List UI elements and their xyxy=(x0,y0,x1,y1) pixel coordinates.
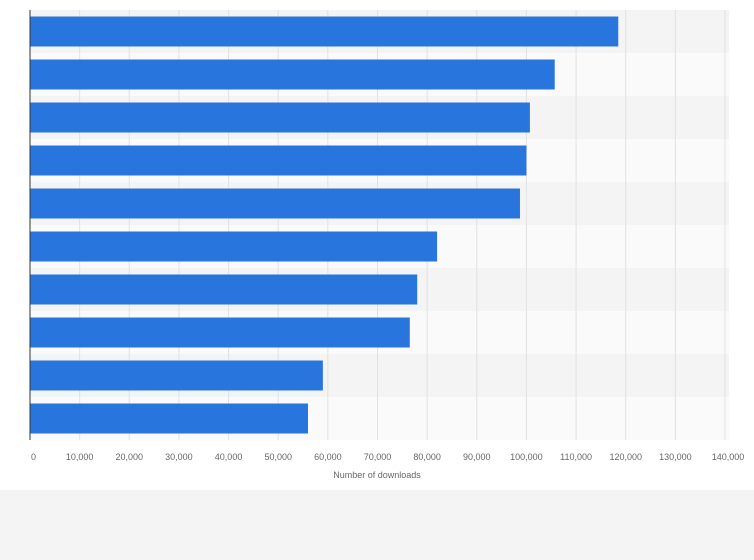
bar[interactable] xyxy=(30,231,438,262)
x-tick-label: 60,000 xyxy=(314,452,342,462)
x-tick-label: 120,000 xyxy=(609,452,642,462)
bar[interactable] xyxy=(30,403,308,434)
x-tick-label: 30,000 xyxy=(165,452,193,462)
x-tick-label: 50,000 xyxy=(264,452,292,462)
bar[interactable] xyxy=(30,360,323,391)
x-tick-label: 140,000 xyxy=(712,452,745,462)
x-tick-label: 10,000 xyxy=(66,452,94,462)
bars-group xyxy=(30,16,619,434)
x-tick-label: 0 xyxy=(31,452,36,462)
x-tick-labels: 0 10,000 20,000 30,000 40,000 50,000 60,000 70,… xyxy=(31,452,744,462)
x-tick-label: 130,000 xyxy=(659,452,692,462)
bar[interactable] xyxy=(30,102,530,133)
bar[interactable] xyxy=(30,188,520,219)
bar[interactable] xyxy=(30,274,418,305)
bar[interactable] xyxy=(30,145,527,176)
x-tick-label: 40,000 xyxy=(215,452,243,462)
bar[interactable] xyxy=(30,317,410,348)
bar[interactable] xyxy=(30,16,619,47)
bar-chart: 0 10,000 20,000 30,000 40,000 50,000 60,000 70,… xyxy=(29,10,744,480)
x-axis-label: Number of downloads xyxy=(333,470,421,480)
x-tick-label: 100,000 xyxy=(510,452,543,462)
x-tick-label: 20,000 xyxy=(116,452,144,462)
bar[interactable] xyxy=(30,59,555,90)
chart-container: 0 10,000 20,000 30,000 40,000 50,000 60,000 70,… xyxy=(0,0,754,490)
x-tick-label: 80,000 xyxy=(413,452,441,462)
x-tick-label: 110,000 xyxy=(560,452,592,462)
x-tick-label: 90,000 xyxy=(463,452,491,462)
x-tick-label: 70,000 xyxy=(364,452,392,462)
